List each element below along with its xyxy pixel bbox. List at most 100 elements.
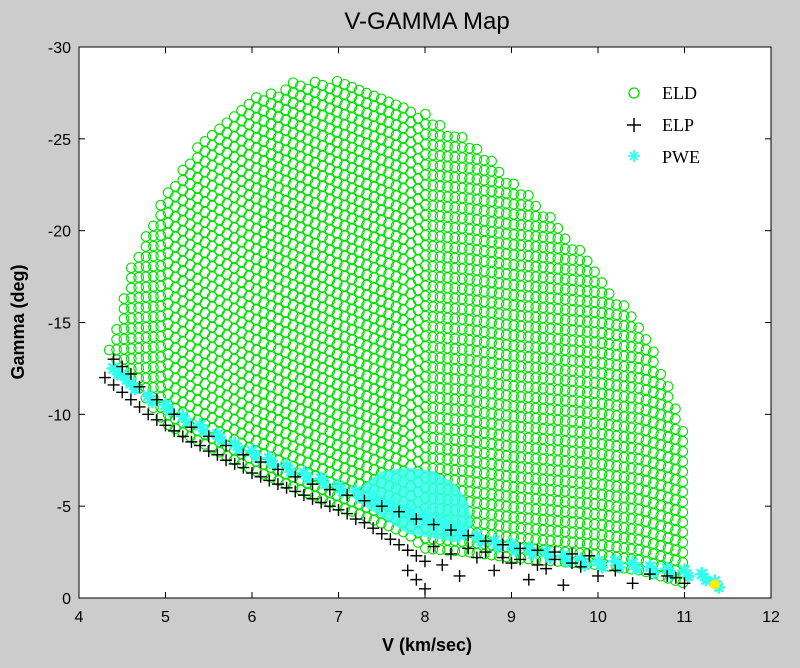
elp-point: [444, 547, 457, 560]
pwe-point: [452, 520, 467, 536]
elp-point: [323, 483, 336, 496]
pwe-point: [158, 397, 173, 413]
eld-point: [353, 84, 365, 96]
pwe-point: [699, 573, 713, 587]
eld-point: [368, 90, 380, 102]
elp-point: [678, 577, 691, 590]
pwe-point: [197, 425, 211, 438]
eld-point: [133, 251, 145, 263]
elp-point: [323, 500, 336, 513]
eld-point: [464, 142, 475, 154]
elp-point: [540, 562, 553, 575]
eld-point: [603, 288, 615, 299]
elp-point: [185, 421, 198, 434]
y-tick-label: -5: [57, 499, 71, 516]
eld-point: [295, 161, 306, 173]
elp-point: [116, 360, 129, 373]
pwe-point: [647, 566, 661, 580]
eld-point: [250, 92, 262, 103]
eld-point: [500, 177, 512, 189]
pwe-point: [296, 465, 312, 481]
pwe-point: [435, 513, 450, 529]
elp-point: [505, 557, 518, 570]
elp-point: [168, 408, 181, 421]
eld-point: [287, 77, 299, 89]
y-tick-label: -10: [48, 407, 71, 424]
eld-point: [640, 334, 652, 345]
eld-point: [331, 75, 343, 87]
elp-point: [150, 413, 163, 426]
elp-point: [436, 558, 449, 571]
pwe-point: [642, 559, 658, 575]
elp-point: [271, 478, 284, 491]
eld-point: [331, 106, 343, 118]
eld-point: [434, 120, 446, 131]
pwe-point: [370, 496, 384, 510]
elp-point: [531, 558, 544, 571]
elp-point: [246, 467, 258, 480]
pwe-point: [590, 553, 606, 569]
legend-item-eld: ELD: [628, 83, 697, 103]
eld-point: [456, 435, 468, 446]
pwe-point: [232, 443, 245, 457]
eld-point: [390, 422, 402, 434]
legend-elp-label: ELP: [662, 115, 694, 135]
elp-point: [107, 378, 120, 391]
elp-point: [271, 463, 284, 476]
legend-item-elp: ELP: [627, 115, 694, 135]
elp-point: [626, 577, 639, 590]
elp-point: [142, 408, 155, 421]
elp-point: [358, 516, 371, 529]
eld-point: [317, 79, 328, 91]
pwe-point: [284, 465, 297, 479]
eld-point: [493, 166, 505, 178]
eld-point: [530, 200, 542, 212]
elp-point: [401, 564, 414, 577]
eld-point: [508, 178, 520, 190]
y-axis-label: Gamma (deg): [8, 264, 28, 379]
pwe-point: [613, 560, 626, 574]
eld-point: [655, 368, 667, 380]
x-tick-label: 5: [161, 609, 170, 626]
eld-point: [273, 91, 284, 103]
eld-point: [625, 371, 637, 383]
elp-point: [237, 448, 250, 461]
x-tick-label: 12: [762, 609, 780, 626]
pwe-point: [405, 509, 418, 523]
y-tick-label: -30: [48, 40, 71, 57]
pwe-point: [180, 415, 194, 429]
x-tick-label: 4: [75, 609, 84, 626]
pwe-point: [630, 562, 643, 576]
x-tick-label: 6: [248, 609, 257, 626]
eld-point: [339, 341, 350, 353]
pwe-point: [106, 361, 121, 376]
eld-point: [574, 275, 586, 286]
pwe-point: [682, 570, 695, 583]
elp-point: [514, 553, 527, 566]
pwe-point: [301, 472, 315, 486]
elp-point: [168, 424, 181, 437]
pwe-point: [383, 497, 398, 512]
elp-point: [254, 456, 267, 469]
elp-point: [367, 522, 380, 535]
pwe-point: [279, 458, 294, 474]
elp-point: [133, 400, 146, 413]
eld-point: [545, 212, 556, 223]
eld-point: [662, 381, 674, 392]
pwe-point: [521, 541, 537, 556]
elp-point: [531, 544, 544, 557]
pwe-point: [313, 471, 329, 486]
pwe-point: [353, 491, 367, 504]
pwe-point: [486, 533, 502, 549]
eld-point: [243, 98, 255, 110]
eld-point: [618, 300, 630, 311]
pwe-point: [659, 561, 675, 576]
x-axis: 4 5 6 7 8 9 10 11 12: [75, 47, 780, 626]
eld-point: [111, 324, 122, 335]
eld-point: [677, 425, 689, 437]
elp-point: [289, 470, 302, 483]
eld-point: [155, 199, 167, 211]
pwe-point: [625, 555, 640, 571]
eld-point: [545, 262, 556, 274]
eld-point: [478, 154, 490, 166]
